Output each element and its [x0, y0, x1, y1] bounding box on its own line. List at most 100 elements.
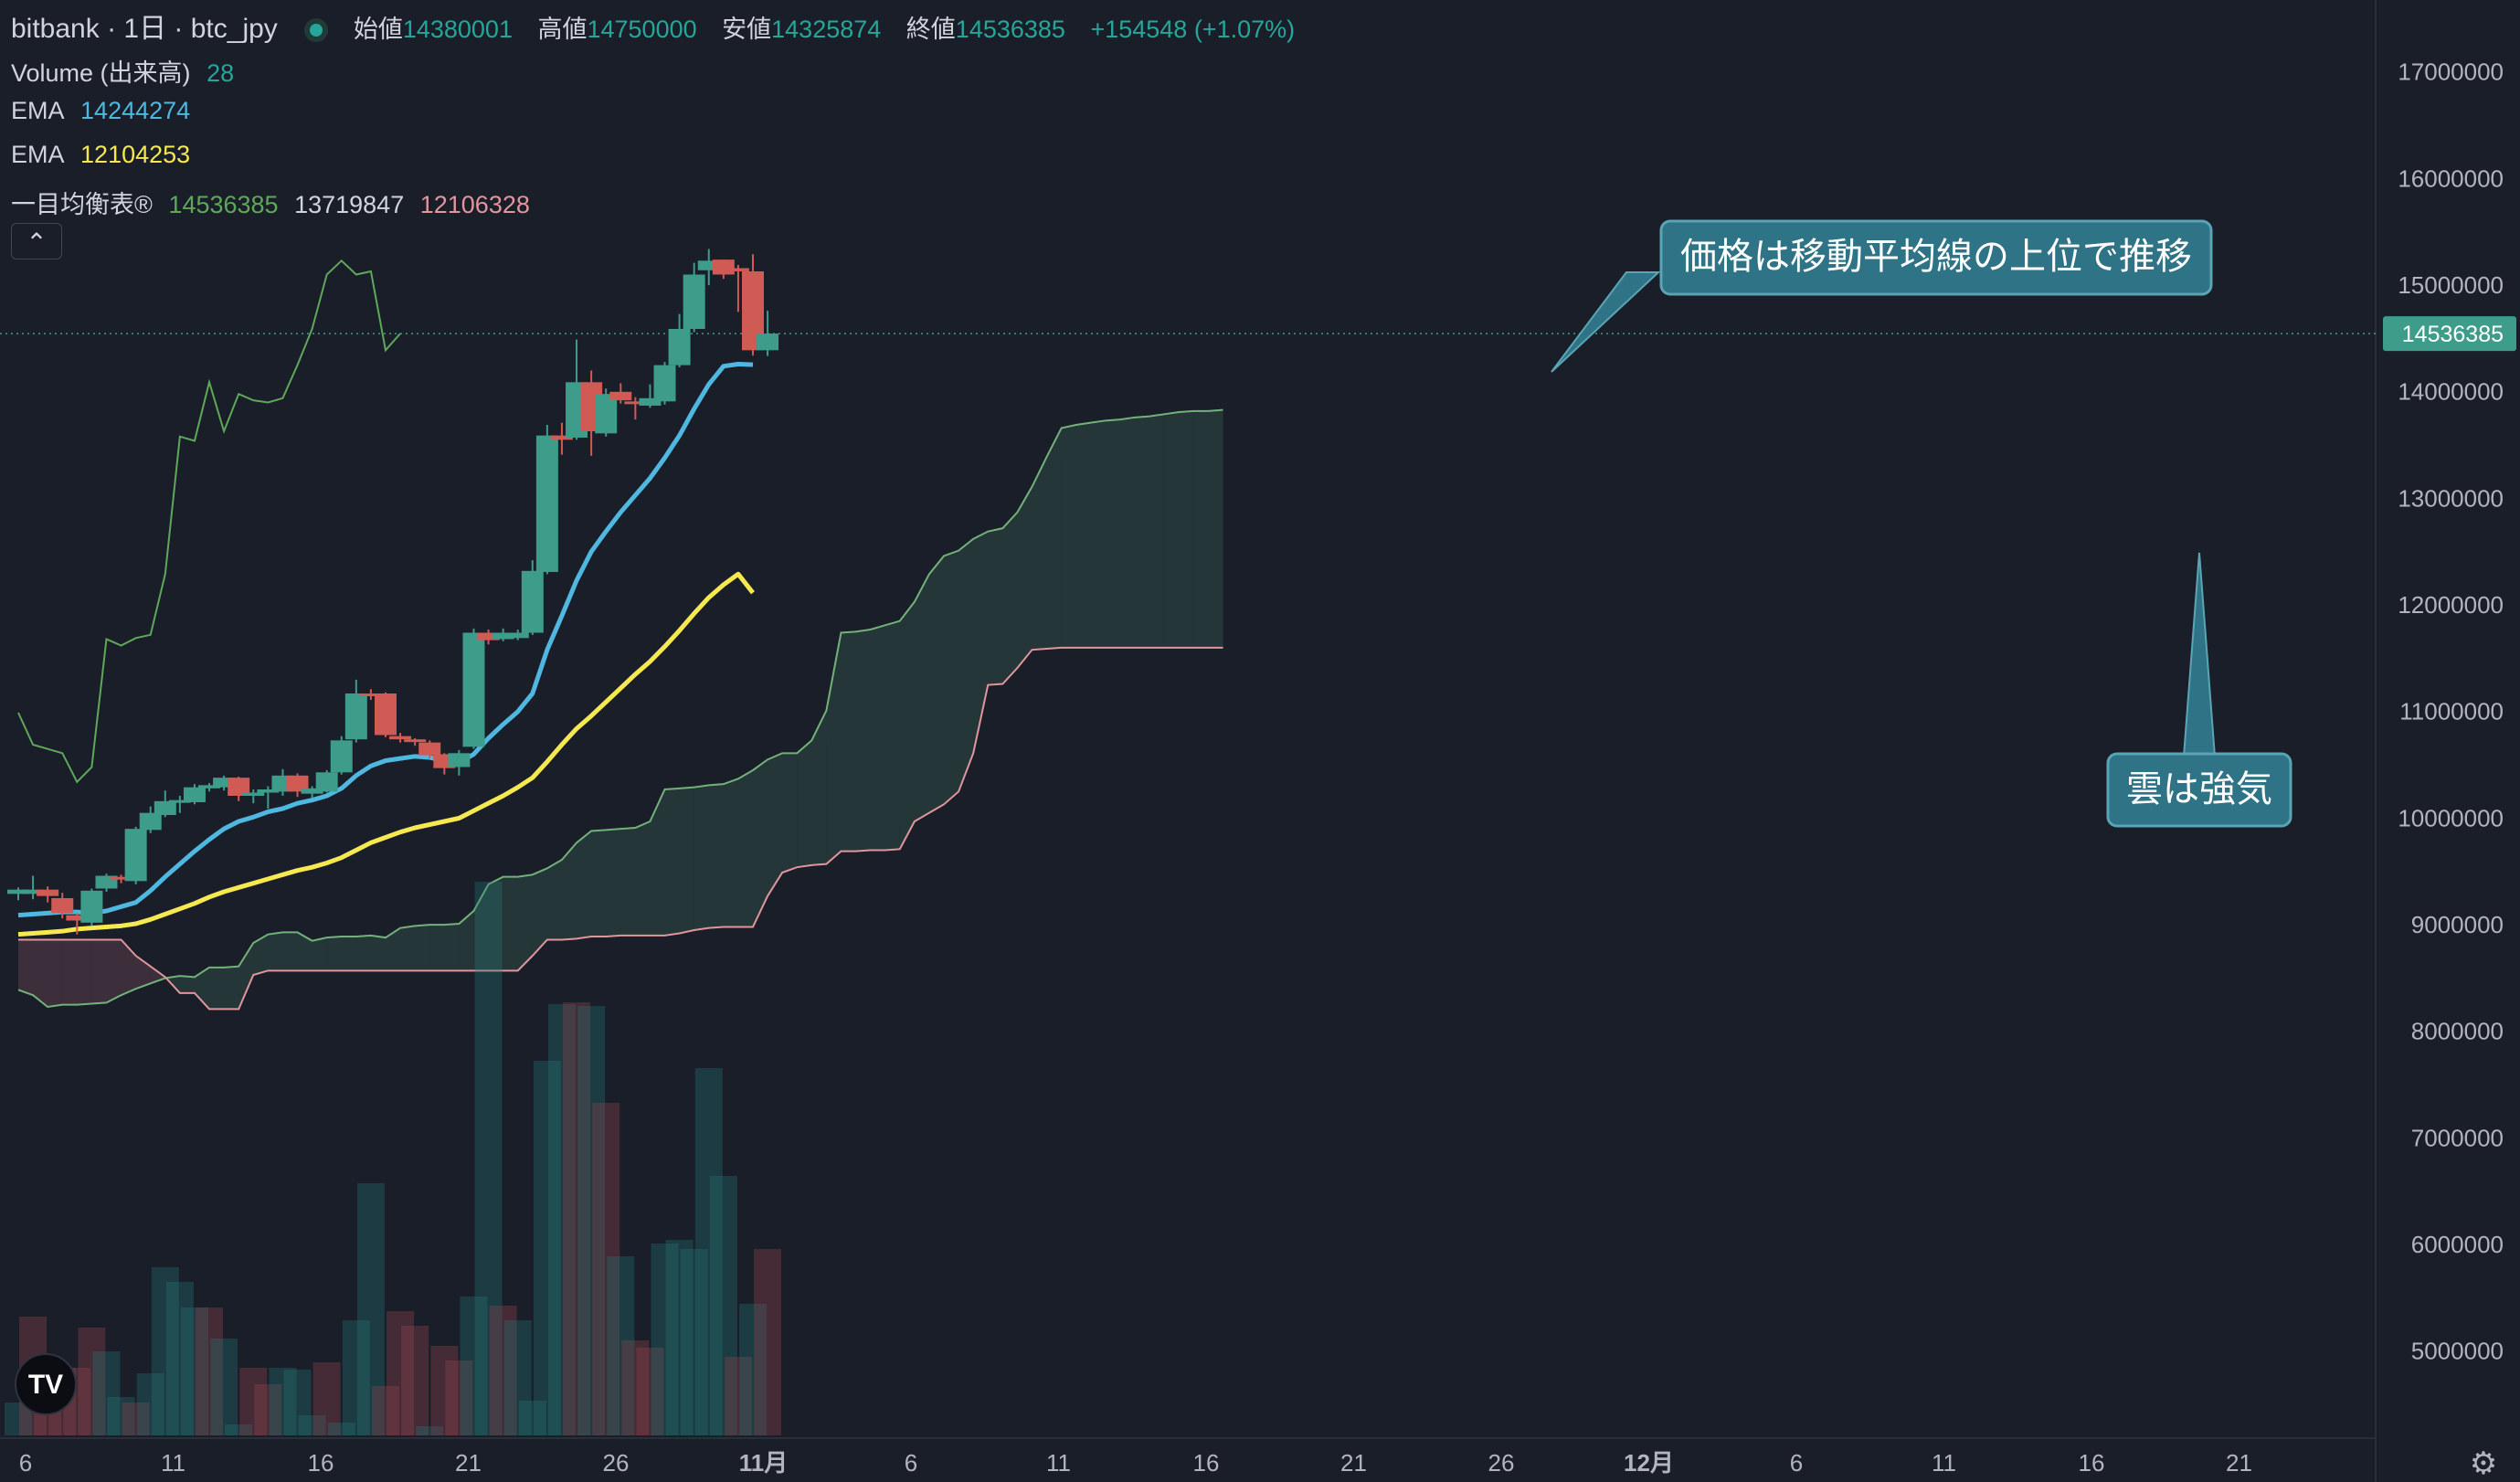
cloud-segment	[1135, 416, 1150, 648]
legend-ema-fast[interactable]: EMA 14244274	[11, 97, 199, 125]
candle-body	[110, 876, 132, 880]
cloud-segment	[297, 932, 312, 971]
candle-body	[183, 787, 206, 802]
candle-body	[757, 333, 779, 351]
price-axis-label: 9000000	[2411, 911, 2504, 938]
time-axis: 6 11 16 21 26 11月 6 11 16 21 26 12月 6 11 16 21	[19, 1449, 2252, 1477]
candle-body	[330, 740, 353, 773]
ohlc-high: 高値14750000	[537, 16, 697, 43]
price-axis-label: 13000000	[2398, 484, 2504, 512]
time-axis-label: 11	[1046, 1449, 1071, 1477]
candle-body	[168, 799, 191, 803]
symbol-title[interactable]: bitbank · 1日 · btc_jpy	[11, 14, 278, 44]
ema-slow-line	[17, 571, 755, 937]
current-price-tag	[2383, 316, 2516, 352]
callout-cloud-pointer	[2182, 552, 2217, 757]
cloud-segment	[664, 788, 680, 936]
cloud-segment	[194, 967, 210, 1010]
volume-bar	[151, 1267, 179, 1435]
cloud-segment	[797, 740, 812, 868]
price-axis-label: 15000000	[2398, 271, 2504, 299]
candle-body	[477, 632, 500, 640]
volume-bar	[239, 1368, 268, 1435]
tradingview-logo-icon[interactable]: TV	[15, 1353, 77, 1415]
candles	[7, 249, 779, 935]
time-axis-label: 26	[603, 1449, 630, 1477]
time-axis-label: 21	[1340, 1449, 1367, 1477]
cloud-segment	[620, 827, 636, 936]
cloud-segment	[782, 753, 798, 873]
cloud-segment	[753, 759, 768, 927]
candle-body	[51, 897, 74, 914]
volume-bar	[503, 1320, 532, 1435]
volume-bar	[460, 1297, 488, 1435]
cloud-segment	[737, 769, 753, 927]
volume-bar	[680, 1249, 708, 1435]
cloud-segment	[532, 868, 547, 957]
candle-body	[7, 889, 29, 894]
cloud-segment	[386, 927, 401, 971]
candle-body	[213, 778, 236, 788]
time-axis-label: 11	[161, 1449, 185, 1477]
candle-body	[359, 693, 382, 696]
volume-bar	[636, 1348, 664, 1435]
ohlc-close: 終値14536385	[905, 16, 1065, 43]
volume-bar	[254, 1384, 282, 1435]
legend-volume[interactable]: Volume (出来高) 28	[11, 53, 243, 89]
candle-body	[521, 570, 544, 633]
volume-bar	[694, 1068, 723, 1435]
candle-body	[609, 391, 632, 401]
leading-span-b-line	[18, 646, 1223, 1011]
collapse-legend-button[interactable]: ⌃	[11, 223, 62, 259]
volume-bar	[518, 1401, 546, 1435]
volume-bar	[180, 1307, 208, 1435]
candle-body	[22, 889, 45, 894]
price-axis-label: 12000000	[2398, 591, 2504, 619]
cloud-segment	[577, 831, 592, 939]
cloud-segment	[708, 784, 724, 928]
volume-bar	[430, 1346, 459, 1435]
legend-ichimoku-value-2: 13719847	[294, 191, 405, 218]
candle-body	[535, 435, 558, 572]
cloud-segment	[635, 820, 651, 936]
volume-bar	[225, 1424, 253, 1435]
cloud-segment	[1002, 512, 1018, 684]
candle-body	[404, 739, 427, 743]
cloud-segment	[91, 939, 107, 1004]
time-axis-label: 6	[905, 1449, 917, 1477]
cloud-segment	[1193, 410, 1209, 648]
cloud-segment	[958, 538, 974, 792]
cloud-segment	[944, 550, 959, 805]
cloud-segment	[503, 876, 518, 971]
gear-icon[interactable]: ⚙	[2469, 1446, 2498, 1481]
volume-bar	[312, 1362, 341, 1435]
legend-ema-fast-label: EMA	[11, 97, 65, 124]
cloud-segment	[914, 574, 929, 821]
cloud-segment	[121, 939, 136, 996]
volume-bar	[724, 1357, 752, 1435]
cloud-segment	[62, 939, 78, 1005]
price-axis-label: 16000000	[2398, 164, 2504, 192]
cloud-segment	[488, 876, 503, 971]
candle-body	[639, 397, 662, 406]
cloud-segment	[282, 932, 298, 971]
candle-body	[344, 693, 367, 740]
cloud-segment	[1046, 428, 1062, 649]
candle-body	[550, 435, 573, 440]
callout-ma-box	[1659, 219, 2213, 296]
volume-bars	[5, 882, 782, 1435]
cloud-segment	[179, 976, 195, 993]
legend-ichimoku-value-1: 14536385	[168, 191, 279, 218]
cloud-segment	[811, 710, 827, 865]
time-axis-label: 11月	[739, 1449, 789, 1477]
legend-ichimoku[interactable]: 一目均衡表® 14536385 13719847 12106328	[11, 185, 539, 220]
legend-ema-slow[interactable]: EMA 12104253	[11, 141, 199, 169]
cloud-segment	[841, 631, 856, 852]
cloud-segment	[18, 939, 34, 996]
candle-body	[683, 274, 705, 329]
volume-bar	[489, 1306, 517, 1435]
candle-body	[595, 394, 618, 434]
legend-ema-slow-label: EMA	[11, 141, 65, 168]
